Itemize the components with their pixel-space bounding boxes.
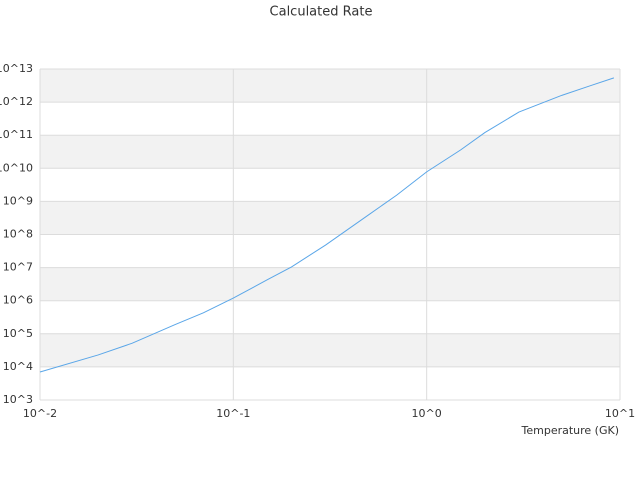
y-tick-label: 10^6 — [3, 294, 33, 307]
y-tick-label: 10^13 — [0, 62, 33, 75]
grid-band — [40, 333, 620, 367]
grid-band — [40, 69, 620, 103]
grid-band — [40, 267, 620, 301]
y-tick-label: 10^8 — [3, 228, 33, 241]
x-tick-label: 10^-2 — [23, 407, 57, 420]
x-axis-label: Temperature (GK) — [521, 424, 620, 437]
x-tick-label: 10^-1 — [216, 407, 250, 420]
y-tick-label: 10^10 — [0, 161, 33, 174]
y-tick-label: 10^9 — [3, 194, 33, 207]
y-tick-label: 10^11 — [0, 128, 33, 141]
y-tick-label: 10^3 — [3, 393, 33, 406]
y-tick-label: 10^12 — [0, 95, 33, 108]
y-tick-label: 10^5 — [3, 327, 33, 340]
x-tick-label: 10^0 — [412, 407, 442, 420]
x-tick-label: 10^1 — [605, 407, 635, 420]
y-tick-label: 10^4 — [3, 360, 33, 373]
chart-title: Calculated Rate — [270, 5, 373, 20]
data-line — [39, 77, 615, 373]
grid-band — [40, 201, 620, 235]
grid-band — [40, 135, 620, 169]
y-tick-label: 10^7 — [3, 261, 33, 274]
